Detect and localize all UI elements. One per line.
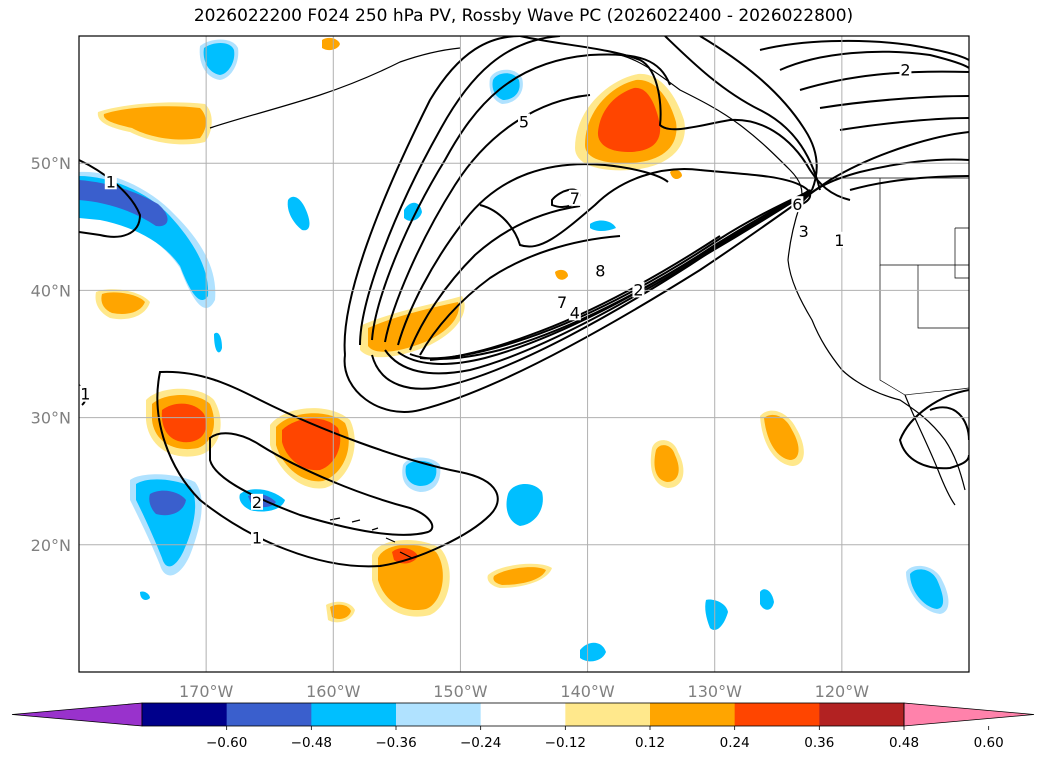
contour-label-bg [79, 385, 92, 402]
contour-label: 7 [570, 189, 580, 208]
colorbar-segment [396, 703, 482, 726]
contour-label-bg [568, 304, 581, 321]
lon-tick-label: 170°W [179, 682, 234, 701]
colorbar-tick-label: −0.36 [375, 735, 416, 751]
lon-tick-label: 140°W [560, 682, 615, 701]
contour-label-bg [797, 222, 810, 239]
lon-tick-label: 160°W [306, 682, 361, 701]
colorbar-segment [650, 703, 736, 726]
map-title: 2026022200 F024 250 hPa PV, Rossby Wave … [193, 6, 854, 26]
political-borders [790, 177, 969, 396]
contour-label: 5 [519, 112, 529, 131]
aleutian-islands [209, 47, 461, 129]
colorbar-segment [565, 703, 651, 726]
contour-label: 8 [595, 261, 605, 280]
hawaiian-islands [329, 517, 413, 559]
colorbar-segment [226, 703, 312, 726]
contour-label: 2 [252, 493, 262, 512]
contour-label: 1 [834, 231, 844, 250]
lat-tick-label: 40°N [31, 281, 71, 300]
colorbar-tick-label: 0.60 [974, 735, 1004, 751]
contour-label-bg [251, 493, 263, 510]
positive-anomaly-aleutian [97, 37, 340, 145]
contour-label: 3 [799, 222, 809, 241]
colorbar-segment [819, 703, 905, 726]
contour-label-bg [556, 294, 569, 311]
colorbar-segment [311, 703, 397, 726]
positive-anomaly-gulf-of-alaska [575, 73, 685, 171]
lon-tick-label: 150°W [433, 682, 488, 701]
contour-label-bg [632, 281, 645, 298]
longitude-labels: 170°W 160°W 150°W 140°W 130°W 120°W [179, 682, 869, 701]
negative-anomaly-dateline [79, 39, 310, 353]
contour-label: 1 [252, 528, 262, 547]
colorbar-extend-low [11, 702, 143, 727]
positive-anomaly-central-pacific-40n [95, 169, 682, 358]
contour-label-bg [833, 231, 846, 248]
pc-contours [79, 36, 969, 568]
contour-label-bg [594, 262, 607, 279]
contour-label-bg [899, 61, 912, 78]
colorbar-segment [142, 703, 228, 726]
colorbar-extend-high [903, 702, 1035, 727]
contour-label-bg [518, 113, 530, 130]
contour-label-bg [791, 196, 804, 213]
contour-label: 7 [557, 293, 567, 312]
contour-label-bg [251, 529, 263, 546]
lon-tick-label: 120°W [815, 682, 870, 701]
map-frame [78, 35, 970, 673]
colorbar-tick-label: −0.24 [460, 735, 501, 751]
colorbar-tick-label: −0.12 [545, 735, 586, 751]
lat-tick-label: 30°N [31, 409, 71, 428]
lat-tick-label: 50°N [31, 154, 71, 173]
latitude-labels: 20°N 30°N 40°N 50°N [31, 154, 71, 555]
positive-anomaly-hawaii [326, 539, 552, 623]
colorbar-segment [734, 703, 820, 726]
colorbar-segment [480, 703, 566, 726]
contour-label: 4 [570, 303, 580, 322]
colorbar-tick-label: 0.48 [889, 735, 919, 751]
colorbar: −0.60 −0.48 −0.36 −0.24 −0.12 0.12 0.24 0.36 0.4… [11, 702, 1035, 751]
contour-label: 1 [106, 172, 116, 191]
contour-label: 6 [792, 195, 802, 214]
baja-california [904, 394, 956, 506]
colorbar-tick-label: 0.24 [720, 735, 750, 751]
contour-label-bg [104, 173, 117, 190]
positive-anomaly-east-pacific [650, 410, 804, 488]
colorbar-tick-label: 0.36 [804, 735, 834, 751]
lat-tick-label: 20°N [31, 536, 71, 555]
north-america-west-coast [619, 54, 966, 491]
contour-label: 2 [633, 280, 643, 299]
contour-label: 1 [80, 385, 90, 404]
colorbar-tick-label: −0.48 [291, 735, 332, 751]
gridlines [79, 36, 969, 672]
contour-label-bg [568, 189, 581, 206]
lon-tick-label: 130°W [688, 682, 743, 701]
colorbar-tick-label: 0.12 [635, 735, 665, 751]
contour-label: 2 [900, 60, 910, 79]
colorbar-tick-label: −0.60 [206, 735, 247, 751]
colorbar-frame [141, 702, 905, 727]
coastlines [209, 47, 966, 559]
